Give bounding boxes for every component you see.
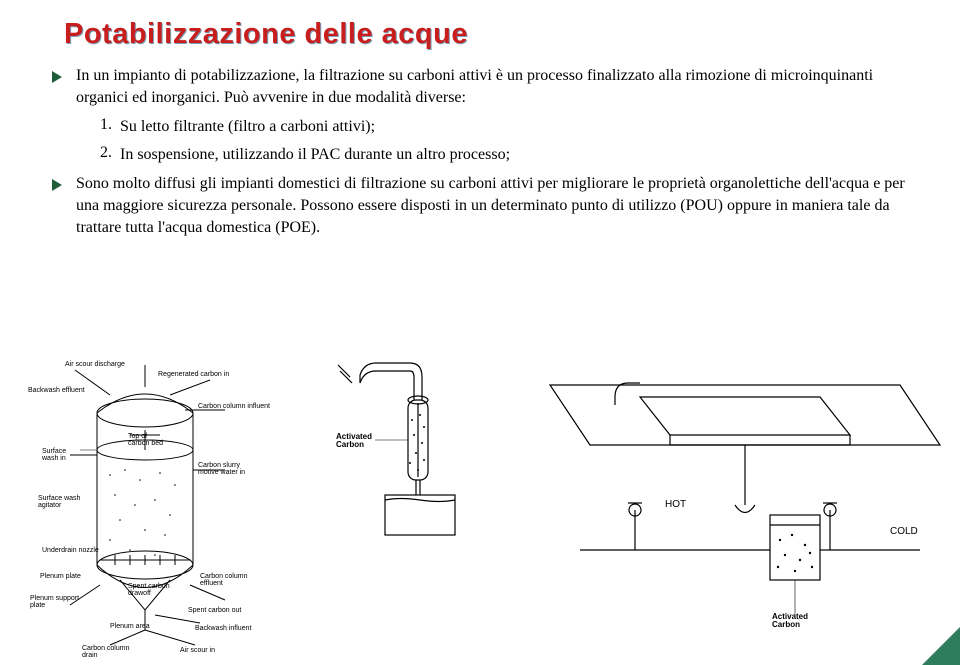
bullet-item-1: In un impianto di potabilizzazione, la f… xyxy=(52,65,920,108)
label-spent-carbon-out: Spent carbon out xyxy=(188,607,241,614)
label-carbon-column-influent: Carbon column influent xyxy=(198,403,270,410)
slide: Potabilizzazione delle acque In un impia… xyxy=(0,0,960,665)
label-backwash-influent: Backwash influent xyxy=(195,625,251,632)
label-carbon-slurry-motive: Carbon slurry motive water in xyxy=(198,462,245,477)
page-title: Potabilizzazione delle acque xyxy=(64,18,920,51)
label-activated-carbon-pou: Activated Carbon xyxy=(336,433,372,450)
bullet-text-1: In un impianto di potabilizzazione, la f… xyxy=(76,65,920,108)
label-plenum-support-plate: Plenum support plate xyxy=(30,595,79,610)
numbered-item-1: 1. Su letto filtrante (filtro a carboni … xyxy=(100,116,920,138)
diagram-area: Air scour discharge Backwash effluent Re… xyxy=(0,355,960,665)
label-carbon-column-drain: Carbon column drain xyxy=(82,645,129,660)
label-activated-carbon-poe: Activated Carbon xyxy=(772,613,808,630)
poe-sink-svg xyxy=(520,355,960,665)
bullet-marker-icon xyxy=(52,71,62,83)
diagram-poe-sink: HOT COLD Activated Carbon xyxy=(520,355,960,665)
label-surface-wash-agitator: Surface wash agitator xyxy=(38,495,80,510)
diagram-pou-faucet: Activated Carbon xyxy=(300,355,520,555)
label-spent-carbon-drawoff: Spent carbon drawoff xyxy=(128,583,170,598)
bullet-marker-icon xyxy=(52,179,62,191)
pou-faucet-svg xyxy=(300,355,520,555)
corner-accent-icon xyxy=(922,627,960,665)
label-air-scour-in: Air scour in xyxy=(180,647,215,654)
label-plenum-area: Plenum area xyxy=(110,623,150,630)
numbered-item-2: 2. In sospensione, utilizzando il PAC du… xyxy=(100,144,920,166)
numbered-text-1: Su letto filtrante (filtro a carboni att… xyxy=(120,116,920,138)
label-air-scour-discharge: Air scour discharge xyxy=(65,361,125,368)
bullet-item-2: Sono molto diffusi gli impianti domestic… xyxy=(52,173,920,238)
numbered-list: 1. Su letto filtrante (filtro a carboni … xyxy=(100,116,920,165)
diagram-filter-vessel: Air scour discharge Backwash effluent Re… xyxy=(0,355,300,665)
title-text: Potabilizzazione delle acque xyxy=(64,18,468,50)
label-cold: COLD xyxy=(890,527,918,538)
label-regenerated-carbon-in: Regenerated carbon in xyxy=(158,371,229,378)
num-1: 1. xyxy=(100,116,120,138)
label-carbon-column-effluent: Carbon column effluent xyxy=(200,573,247,588)
label-backwash-effluent: Backwash effluent xyxy=(28,387,85,394)
num-2: 2. xyxy=(100,144,120,166)
label-top-of-carbon-bed: Top of carbon bed xyxy=(128,433,163,448)
label-hot: HOT xyxy=(665,500,686,511)
numbered-text-2: In sospensione, utilizzando il PAC duran… xyxy=(120,144,920,166)
filter-vessel-svg xyxy=(0,355,300,665)
bullet-text-2: Sono molto diffusi gli impianti domestic… xyxy=(76,173,920,238)
label-plenum-plate: Plenum plate xyxy=(40,573,81,580)
label-underdrain-nozzle: Underdrain nozzle xyxy=(42,547,99,554)
label-surface-wash-in: Surface wash in xyxy=(42,448,66,463)
